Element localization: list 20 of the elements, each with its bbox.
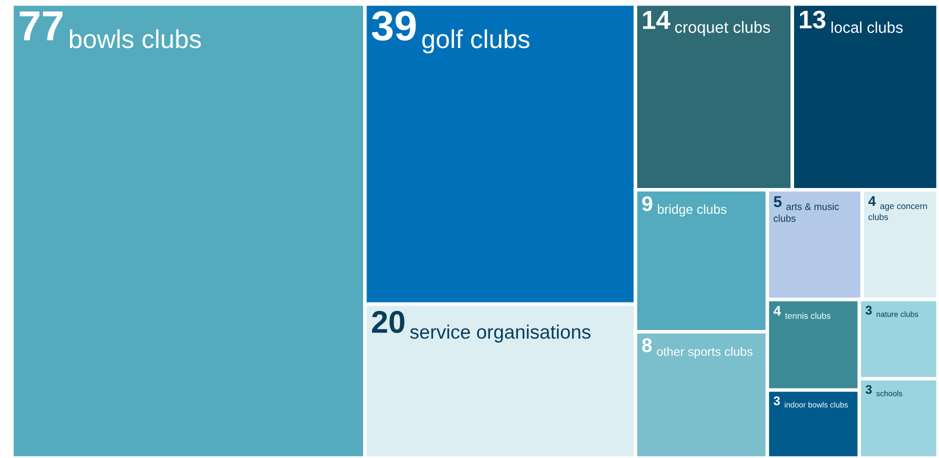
- data-label: 4: [868, 196, 876, 206]
- category-label: tennis clubs: [785, 312, 830, 319]
- data-label: 3: [774, 396, 780, 406]
- category-label: golf clubs: [422, 29, 530, 54]
- category-label: service organisations: [410, 324, 590, 343]
- category-label: bridge clubs: [658, 204, 727, 216]
- data-label: 20: [372, 310, 404, 333]
- data-label: 3: [866, 306, 872, 315]
- data-label: 39: [372, 11, 416, 41]
- data-label: 13: [800, 10, 826, 28]
- data-label: 3: [866, 385, 872, 394]
- data-label: 8: [642, 338, 652, 352]
- category-label: bowls clubs: [70, 29, 201, 48]
- category-label: other sports clubs: [656, 346, 752, 358]
- category-label: croquet clubs: [675, 21, 770, 36]
- data-label: 4: [774, 306, 782, 316]
- data-label: 14: [643, 10, 670, 29]
- category-label: local clubs: [832, 22, 903, 33]
- data-label: 9: [642, 196, 652, 212]
- data-label: 77: [20, 12, 63, 40]
